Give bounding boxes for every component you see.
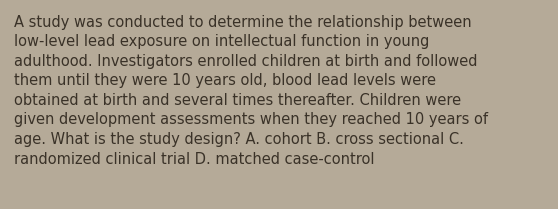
Text: A study was conducted to determine the relationship between
low-level lead expos: A study was conducted to determine the r…	[14, 15, 488, 167]
